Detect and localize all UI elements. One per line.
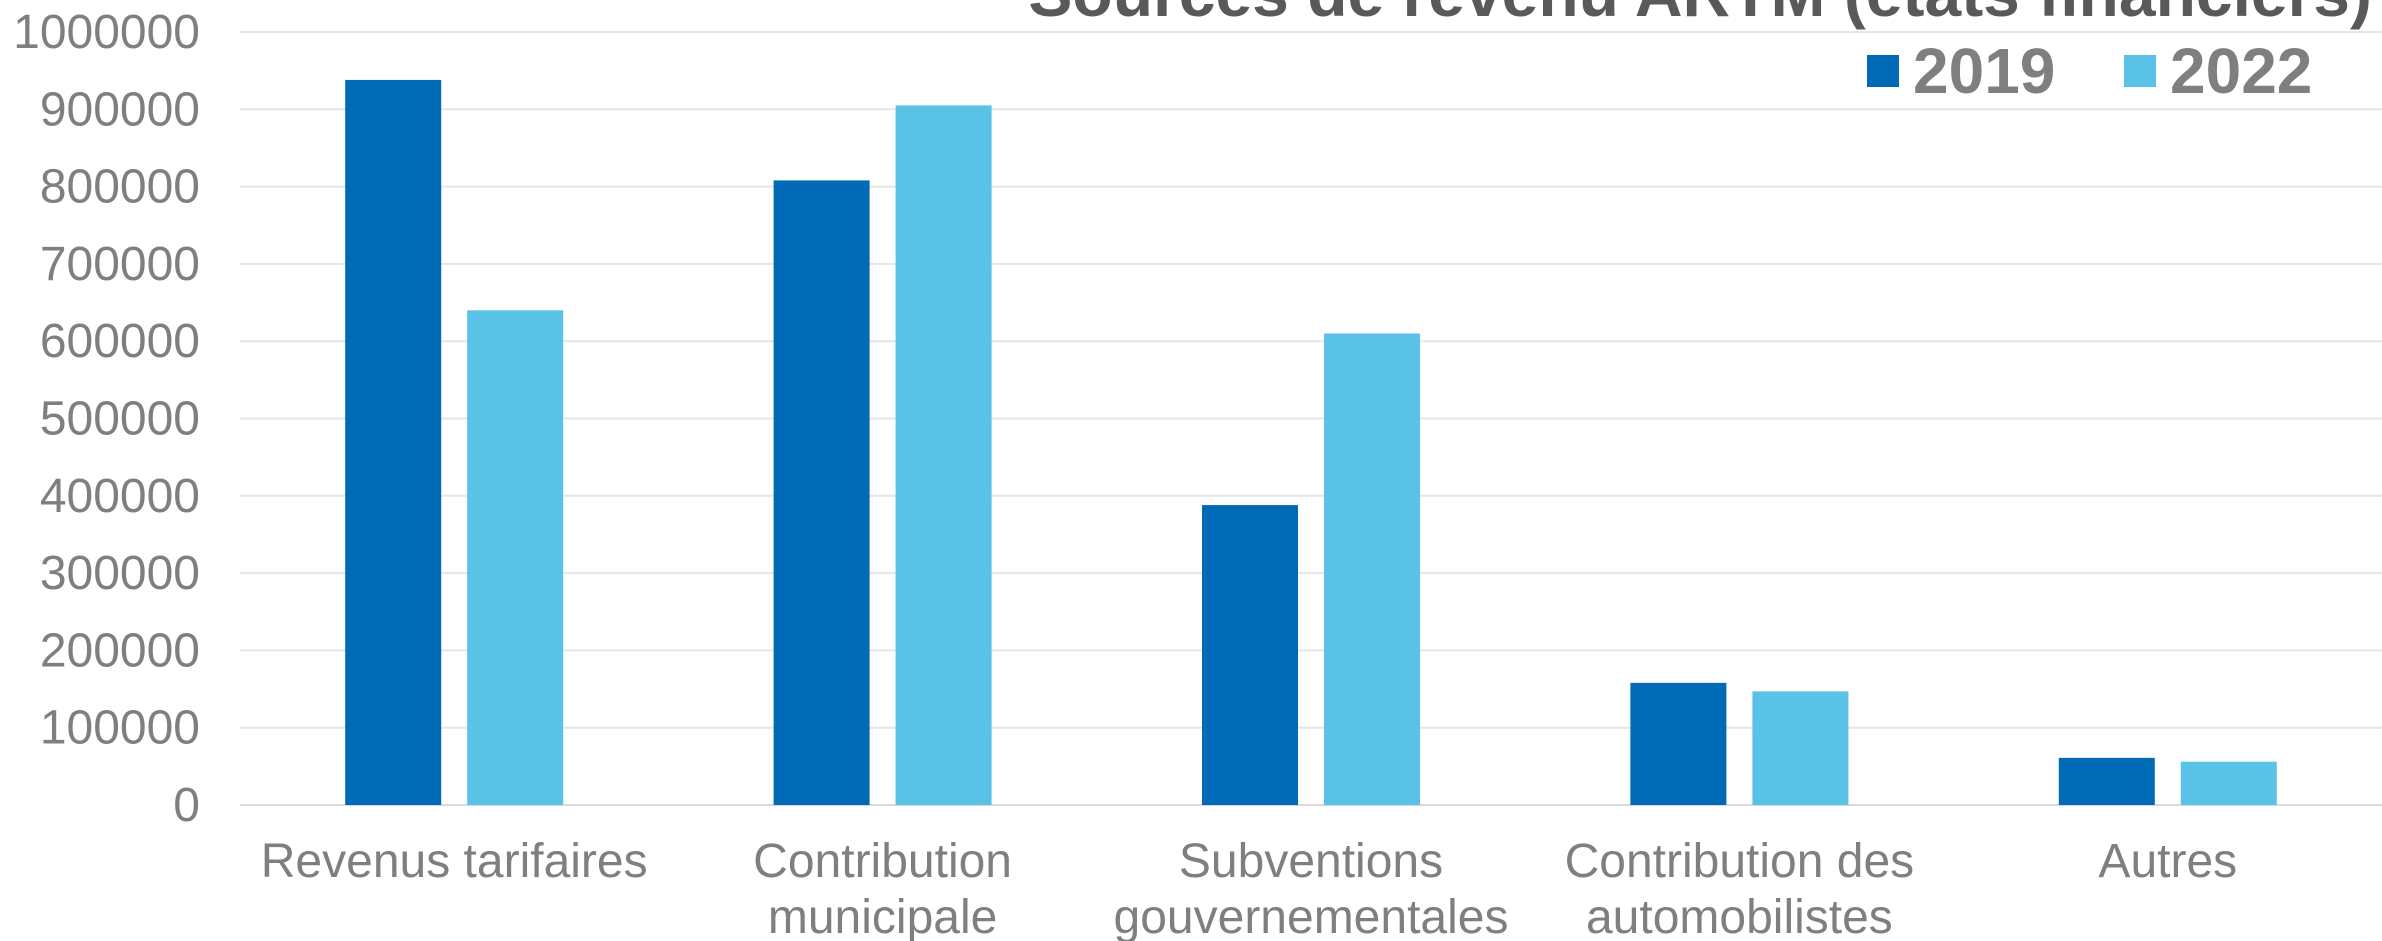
- x-tick-label: Subventions: [1179, 835, 1443, 888]
- y-tick-label: 200000: [40, 624, 200, 677]
- legend-label-2019: 2019: [1913, 35, 2055, 107]
- x-tick-label: municipale: [768, 891, 997, 941]
- bar-2019-3: [1630, 682, 1727, 805]
- bar-2022-4: [2180, 761, 2277, 805]
- x-tick-label: Revenus tarifaires: [261, 835, 648, 888]
- y-tick-label: 600000: [40, 315, 200, 368]
- chart-title: Sources de revenu ARTM (états financiers…: [1028, 0, 2372, 30]
- y-tick-label: 300000: [40, 547, 200, 600]
- y-axis: 0 100000 200000 300000 400000 500000 600000 700…: [13, 6, 200, 832]
- x-tick-label: Autres: [2098, 835, 2237, 888]
- x-axis: Revenus tarifaires Contributionmunicipale…: [261, 835, 2237, 941]
- x-tick-label: Contribution des: [1565, 835, 1915, 888]
- bar-2019-0: [345, 79, 442, 805]
- bar-2019-1: [773, 180, 870, 805]
- bar-2019-4: [2058, 757, 2155, 805]
- y-tick-label: 700000: [40, 238, 200, 291]
- legend-label-2022: 2022: [2170, 35, 2312, 107]
- bar-2019-2: [1202, 505, 1298, 805]
- y-tick-label: 0: [173, 779, 200, 832]
- y-tick-label: 100000: [40, 702, 200, 755]
- y-tick-label: 800000: [40, 161, 200, 214]
- y-tick-label: 900000: [40, 83, 200, 136]
- bar-2022-3: [1752, 691, 1849, 805]
- x-tick-label: gouvernementales: [1114, 891, 1509, 941]
- legend-swatch-2019: [1867, 55, 1899, 87]
- bar-2022-0: [467, 310, 564, 805]
- legend: 2019 2022: [1867, 35, 2312, 107]
- y-tick-label: 400000: [40, 470, 200, 523]
- legend-swatch-2022: [2124, 55, 2156, 87]
- x-tick-label: Contribution: [753, 835, 1012, 888]
- bars: [345, 79, 2277, 805]
- x-tick-label: automobilistes: [1586, 891, 1893, 941]
- bar-2022-1: [895, 105, 992, 805]
- y-tick-label: 500000: [40, 393, 200, 446]
- y-tick-label: 1000000: [13, 6, 200, 59]
- bar-2022-2: [1324, 333, 1420, 805]
- gridlines: [240, 31, 2382, 806]
